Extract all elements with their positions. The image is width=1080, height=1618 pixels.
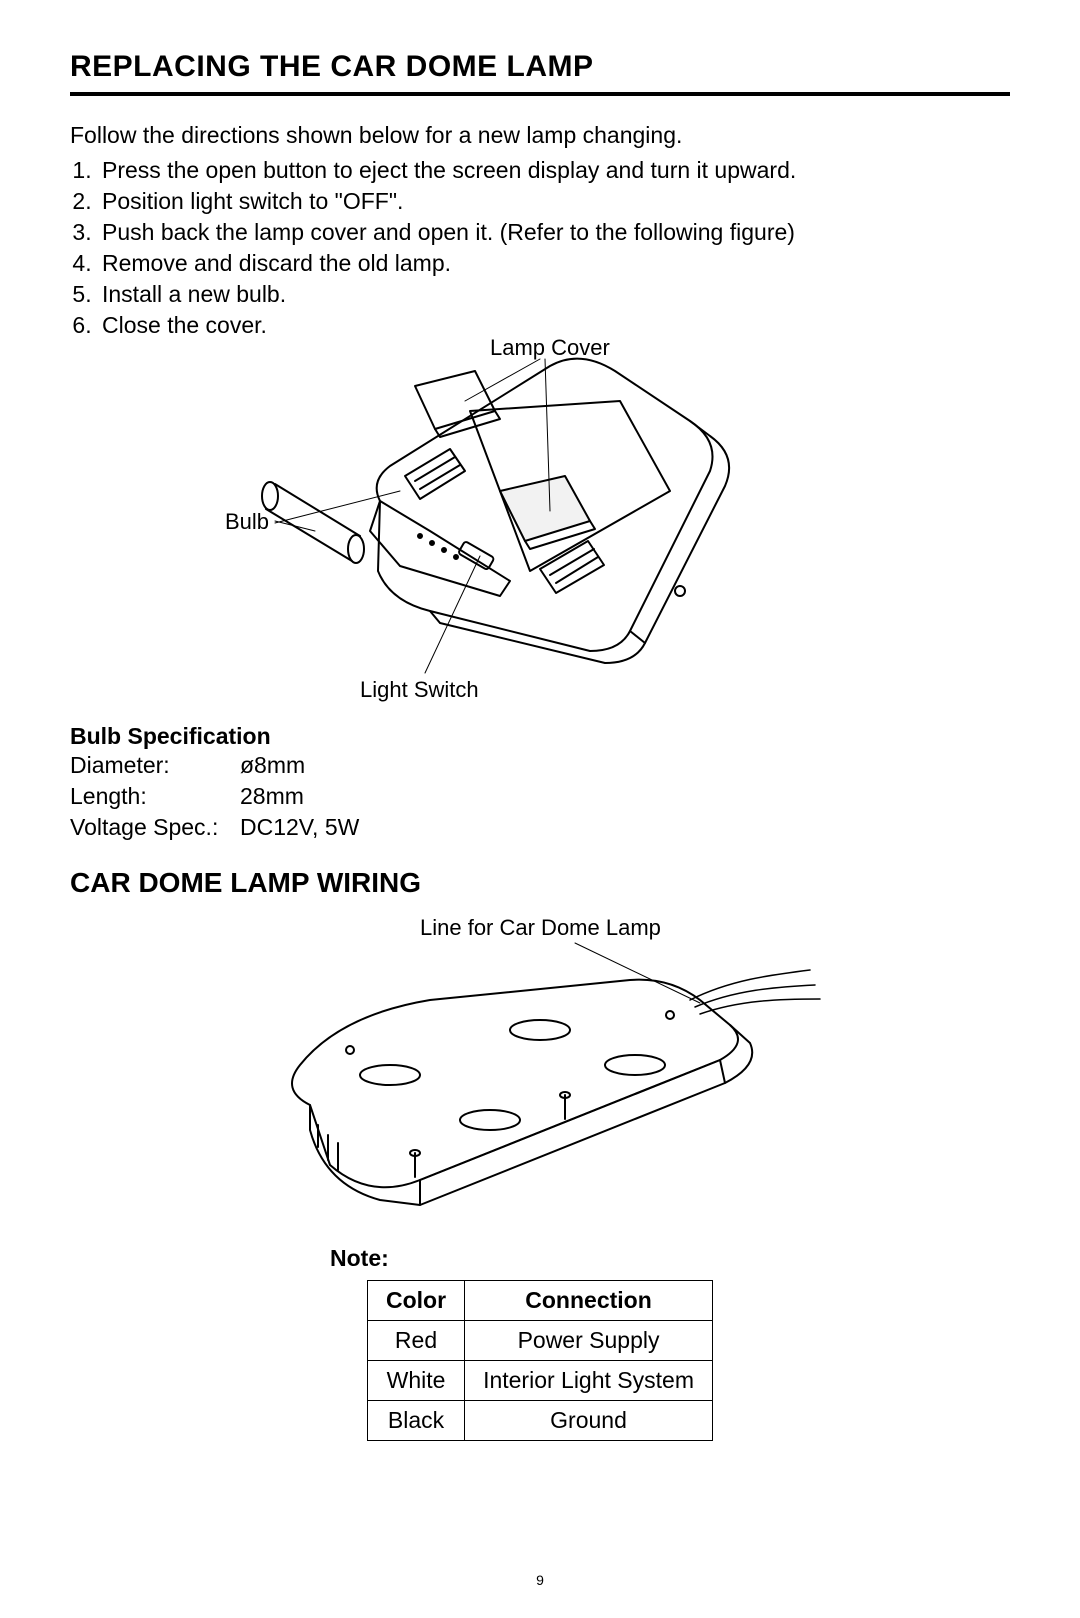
step-2: Position light switch to "OFF". bbox=[98, 186, 1010, 217]
step-1: Press the open button to eject the scree… bbox=[98, 155, 1010, 186]
cell-connection: Interior Light System bbox=[465, 1361, 713, 1401]
label-light-switch: Light Switch bbox=[360, 677, 479, 703]
table-row: Red Power Supply bbox=[368, 1321, 713, 1361]
spec-key: Diameter: bbox=[70, 750, 240, 781]
cell-connection: Ground bbox=[465, 1401, 713, 1441]
spec-val: ø8mm bbox=[240, 750, 305, 781]
dome-lamp-svg bbox=[70, 331, 1010, 711]
bulb-spec-heading: Bulb Specification bbox=[70, 723, 1010, 750]
th-connection: Connection bbox=[465, 1281, 713, 1321]
label-bulb: Bulb bbox=[225, 509, 269, 535]
figure-wiring: Line for Car Dome Lamp bbox=[70, 915, 1010, 1235]
page-number: 9 bbox=[0, 1572, 1080, 1588]
spec-val: 28mm bbox=[240, 781, 304, 812]
figure-dome-lamp: Lamp Cover Bulb Light Switch bbox=[70, 331, 1010, 711]
step-4: Remove and discard the old lamp. bbox=[98, 248, 1010, 279]
cell-connection: Power Supply bbox=[465, 1321, 713, 1361]
step-5: Install a new bulb. bbox=[98, 279, 1010, 310]
spec-key: Voltage Spec.: bbox=[70, 812, 240, 843]
table-header-row: Color Connection bbox=[368, 1281, 713, 1321]
note-heading: Note: bbox=[330, 1245, 750, 1272]
table-row: White Interior Light System bbox=[368, 1361, 713, 1401]
cell-color: White bbox=[368, 1361, 465, 1401]
section1-intro: Follow the directions shown below for a … bbox=[70, 120, 1010, 151]
manual-page: REPLACING THE CAR DOME LAMP Follow the d… bbox=[0, 0, 1080, 1618]
wiring-svg bbox=[70, 915, 1010, 1235]
section1-steps: Press the open button to eject the scree… bbox=[70, 155, 1010, 341]
wiring-table: Color Connection Red Power Supply White … bbox=[367, 1280, 713, 1441]
label-line-dome-lamp: Line for Car Dome Lamp bbox=[420, 915, 661, 941]
spec-row-diameter: Diameter: ø8mm bbox=[70, 750, 1010, 781]
wiring-note-block: Note: Color Connection Red Power Supply … bbox=[330, 1245, 750, 1441]
th-color: Color bbox=[368, 1281, 465, 1321]
spec-key: Length: bbox=[70, 781, 240, 812]
step-3: Push back the lamp cover and open it. (R… bbox=[98, 217, 1010, 248]
bulb-spec-block: Bulb Specification Diameter: ø8mm Length… bbox=[70, 723, 1010, 843]
label-lamp-cover: Lamp Cover bbox=[490, 335, 610, 361]
table-row: Black Ground bbox=[368, 1401, 713, 1441]
section1-rule bbox=[70, 92, 1010, 96]
spec-row-length: Length: 28mm bbox=[70, 781, 1010, 812]
section1-title: REPLACING THE CAR DOME LAMP bbox=[70, 50, 1010, 84]
spec-row-voltage: Voltage Spec.: DC12V, 5W bbox=[70, 812, 1010, 843]
cell-color: Red bbox=[368, 1321, 465, 1361]
cell-color: Black bbox=[368, 1401, 465, 1441]
spec-val: DC12V, 5W bbox=[240, 812, 359, 843]
section2-title: CAR DOME LAMP WIRING bbox=[70, 867, 1010, 899]
